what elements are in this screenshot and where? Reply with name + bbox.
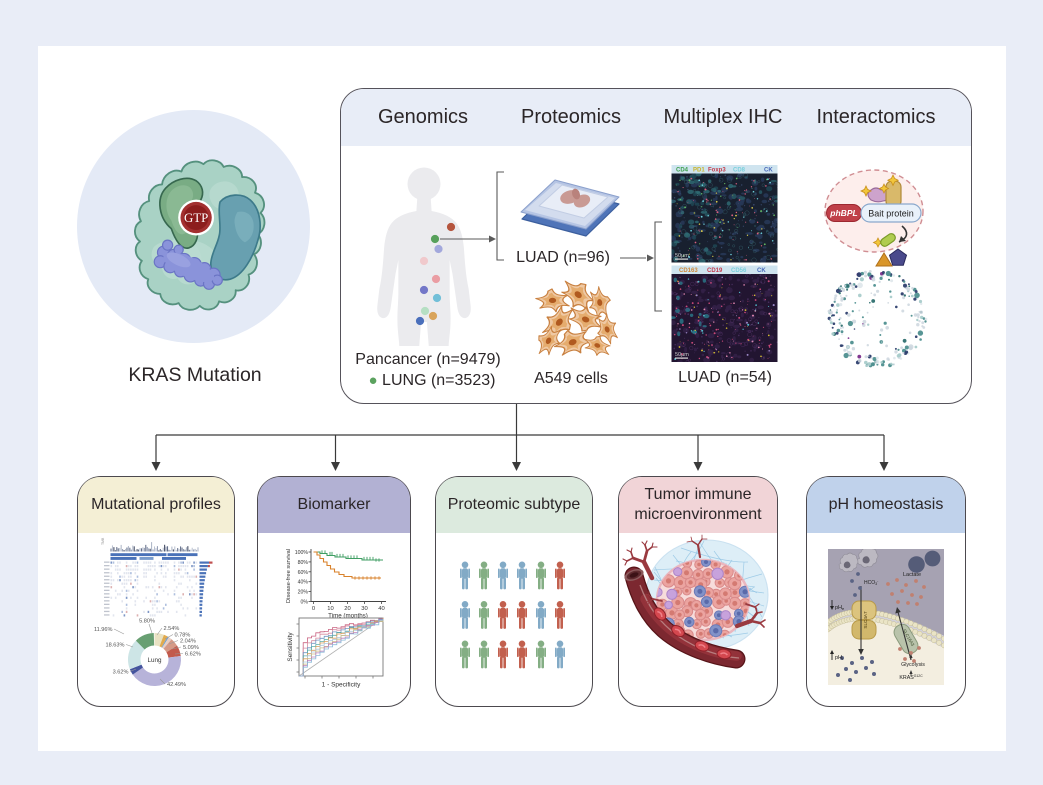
svg-text:60%: 60% xyxy=(298,570,309,576)
svg-text:100%: 100% xyxy=(295,550,309,556)
svg-text:pHe: pHe xyxy=(835,605,845,611)
svg-text:TMB: TMB xyxy=(101,537,105,545)
svg-text:Time (months): Time (months) xyxy=(328,613,368,620)
svg-text:20%: 20% xyxy=(298,590,309,596)
svg-text:11.96%: 11.96% xyxy=(94,627,113,633)
svg-text:50µm: 50µm xyxy=(675,253,689,259)
svg-text:Lactate: Lactate xyxy=(903,572,921,578)
svg-text:pHi: pHi xyxy=(835,655,843,661)
svg-text:0.78%: 0.78% xyxy=(175,633,191,639)
svg-text:CK: CK xyxy=(757,268,766,274)
svg-text:5.80%: 5.80% xyxy=(139,619,155,625)
svg-text:Lung: Lung xyxy=(147,657,162,664)
svg-text:Glycolysis: Glycolysis xyxy=(901,662,925,668)
svg-text:1 - Specificity: 1 - Specificity xyxy=(322,682,361,689)
svg-text:10: 10 xyxy=(327,606,333,612)
svg-text:42.49%: 42.49% xyxy=(167,682,186,688)
svg-text:phBPL: phBPL xyxy=(829,208,857,218)
svg-text:CD163: CD163 xyxy=(679,268,698,274)
svg-text:CK: CK xyxy=(764,168,773,174)
svg-text:40%: 40% xyxy=(298,580,309,586)
svg-text:3.62%: 3.62% xyxy=(113,670,129,676)
svg-text:CD19: CD19 xyxy=(707,268,723,274)
svg-text:GTP: GTP xyxy=(184,211,208,225)
svg-text:SLC4A7: SLC4A7 xyxy=(863,611,868,629)
svg-text:18.63%: 18.63% xyxy=(106,643,125,649)
svg-text:2.54%: 2.54% xyxy=(164,626,180,632)
svg-text:80%: 80% xyxy=(298,560,309,566)
svg-text:40: 40 xyxy=(378,606,384,612)
svg-text:30: 30 xyxy=(361,606,367,612)
svg-text:Sensitivity: Sensitivity xyxy=(287,632,294,662)
svg-text:CD56: CD56 xyxy=(731,268,747,274)
svg-text:Foxp3: Foxp3 xyxy=(708,168,726,174)
svg-text:5.09%: 5.09% xyxy=(183,645,199,651)
svg-text:CD4: CD4 xyxy=(676,168,689,174)
svg-text:KRASG12C: KRASG12C xyxy=(899,674,923,681)
svg-text:HCO3-: HCO3- xyxy=(864,579,879,586)
svg-text:20: 20 xyxy=(344,606,350,612)
svg-text:Disease-free survival: Disease-free survival xyxy=(286,549,292,603)
svg-text:Bait protein: Bait protein xyxy=(868,209,914,219)
svg-text:PD1: PD1 xyxy=(693,168,705,174)
svg-text:CD8: CD8 xyxy=(733,168,746,174)
svg-text:2.04%: 2.04% xyxy=(180,639,196,645)
svg-text:0: 0 xyxy=(312,606,315,612)
svg-text:0%: 0% xyxy=(301,600,309,606)
svg-text:50µm: 50µm xyxy=(675,352,689,358)
svg-text:6.62%: 6.62% xyxy=(185,652,201,658)
